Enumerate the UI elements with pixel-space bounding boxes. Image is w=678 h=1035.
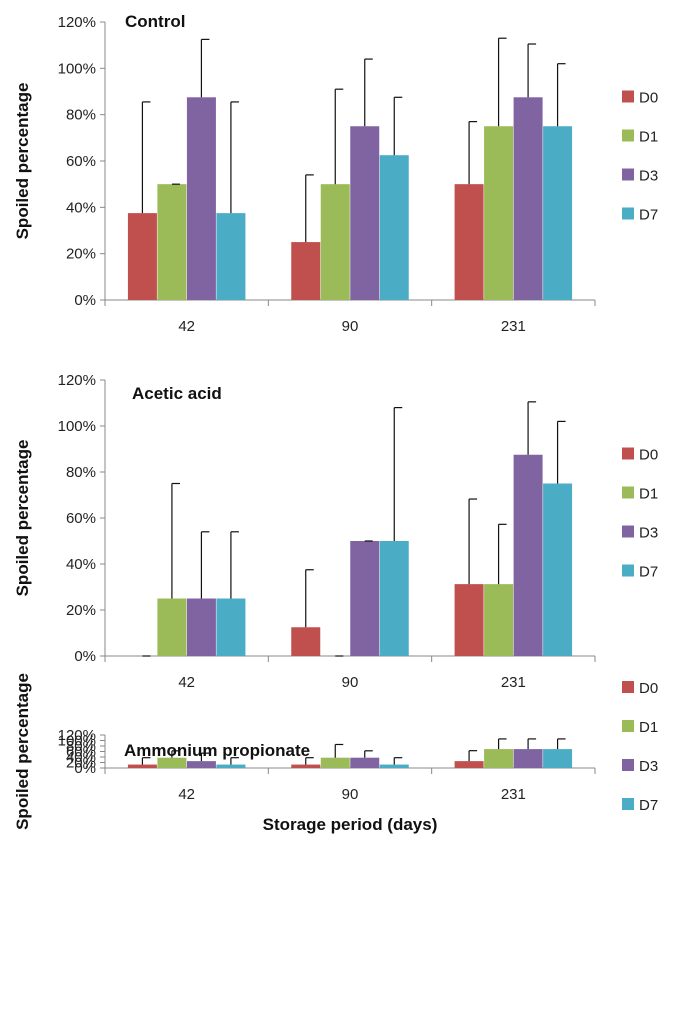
x-tick-label: 231 (501, 318, 526, 335)
legend-label-d1: D1 (639, 719, 658, 736)
y-tick-label: 120% (58, 14, 96, 31)
y-tick-label: 0% (74, 760, 96, 777)
panel-title: Acetic acid (132, 384, 222, 403)
y-tick-label: 20% (66, 602, 96, 619)
bar-d7-231 (543, 749, 573, 768)
legend-swatch-d7 (622, 798, 634, 810)
bar-d0-231 (454, 184, 484, 300)
bar-d3-90 (350, 757, 380, 768)
legend-swatch-d3 (622, 759, 634, 771)
bar-d7-90 (379, 764, 409, 768)
legend-swatch-d1 (622, 720, 634, 732)
y-tick-label: 40% (66, 199, 96, 216)
legend-label-d1: D1 (639, 129, 658, 146)
legend-swatch-d0 (622, 90, 634, 103)
legend-label-d3: D3 (639, 168, 658, 185)
bar-d1-231 (484, 126, 514, 300)
bar-d1-42 (157, 598, 187, 656)
legend-swatch-d3 (622, 168, 634, 181)
legend-label-d0: D0 (639, 447, 658, 464)
y-tick-label: 80% (66, 107, 96, 124)
legend-label-d7: D7 (639, 564, 658, 581)
bar-d3-90 (350, 541, 380, 656)
y-tick-label: 20% (66, 755, 96, 772)
x-tick-label: 90 (342, 786, 359, 803)
x-tick-label: 42 (178, 786, 195, 803)
y-tick-label: 40% (66, 749, 96, 766)
y-tick-label: 0% (74, 292, 96, 309)
y-tick-label: 120% (58, 372, 96, 389)
legend-swatch-d1 (622, 486, 634, 499)
y-tick-label: 40% (66, 556, 96, 573)
y-tick-label: 80% (66, 738, 96, 755)
panel-title: Control (125, 12, 185, 31)
bar-d3-42 (186, 97, 216, 301)
bar-d1-90 (320, 184, 350, 300)
x-tick-label: 231 (501, 674, 526, 691)
legend-swatch-d7 (622, 207, 634, 220)
legend-swatch-d0 (622, 447, 634, 460)
legend-label-d3: D3 (639, 525, 658, 542)
bar-d1-231 (484, 749, 514, 768)
y-axis-title: Spoiled percentage (13, 673, 32, 830)
x-tick-label: 42 (178, 674, 195, 691)
bar-d0-90 (291, 627, 321, 656)
y-tick-label: 60% (66, 153, 96, 170)
y-tick-label: 0% (74, 648, 96, 665)
bar-d0-42 (127, 213, 157, 300)
bar-d0-231 (454, 584, 484, 656)
x-tick-label: 42 (178, 318, 195, 335)
bar-d3-42 (186, 598, 216, 656)
x-tick-label: 90 (342, 318, 359, 335)
bar-d7-231 (543, 126, 573, 300)
bar-d7-42 (216, 764, 246, 768)
bar-d1-231 (484, 584, 514, 656)
bar-d1-42 (157, 757, 187, 768)
bar-d0-90 (291, 764, 321, 768)
legend-label-d1: D1 (639, 486, 658, 503)
x-axis-title: Storage period (days) (263, 815, 438, 834)
y-tick-label: 20% (66, 246, 96, 263)
bar-d3-231 (513, 749, 543, 768)
y-tick-label: 60% (66, 510, 96, 527)
legend-label-d7: D7 (639, 207, 658, 224)
legend-swatch-d3 (622, 525, 634, 538)
bar-d7-231 (543, 483, 573, 656)
bar-d3-90 (350, 126, 380, 300)
bar-d3-42 (186, 761, 216, 768)
legend-swatch-d1 (622, 129, 634, 142)
x-tick-label: 231 (501, 786, 526, 803)
y-tick-label: 100% (58, 60, 96, 77)
legend-label-d0: D0 (639, 90, 658, 107)
bar-d0-42 (127, 764, 157, 768)
y-tick-label: 120% (58, 727, 96, 744)
y-tick-label: 60% (66, 744, 96, 761)
legend-label-d3: D3 (639, 758, 658, 775)
y-tick-label: 100% (58, 733, 96, 750)
bar-d7-90 (379, 155, 409, 300)
bar-d7-42 (216, 213, 246, 300)
bar-d1-90 (320, 757, 350, 768)
bar-d1-42 (157, 184, 187, 300)
bar-d7-42 (216, 598, 246, 656)
bar-d0-90 (291, 242, 321, 300)
y-tick-label: 80% (66, 464, 96, 481)
legend-label-d0: D0 (639, 680, 658, 697)
bar-d3-231 (513, 454, 543, 656)
legend-label-d7: D7 (639, 797, 658, 814)
legend-swatch-d7 (622, 564, 634, 577)
panel-title: Ammonium propionate (124, 741, 310, 760)
bar-d3-231 (513, 97, 543, 301)
y-axis-title: Spoiled percentage (13, 83, 32, 240)
bar-d7-90 (379, 541, 409, 656)
x-tick-label: 90 (342, 674, 359, 691)
legend-swatch-d0 (622, 681, 634, 693)
y-tick-label: 100% (58, 418, 96, 435)
bar-d0-231 (454, 761, 484, 768)
y-axis-title: Spoiled percentage (13, 440, 32, 597)
